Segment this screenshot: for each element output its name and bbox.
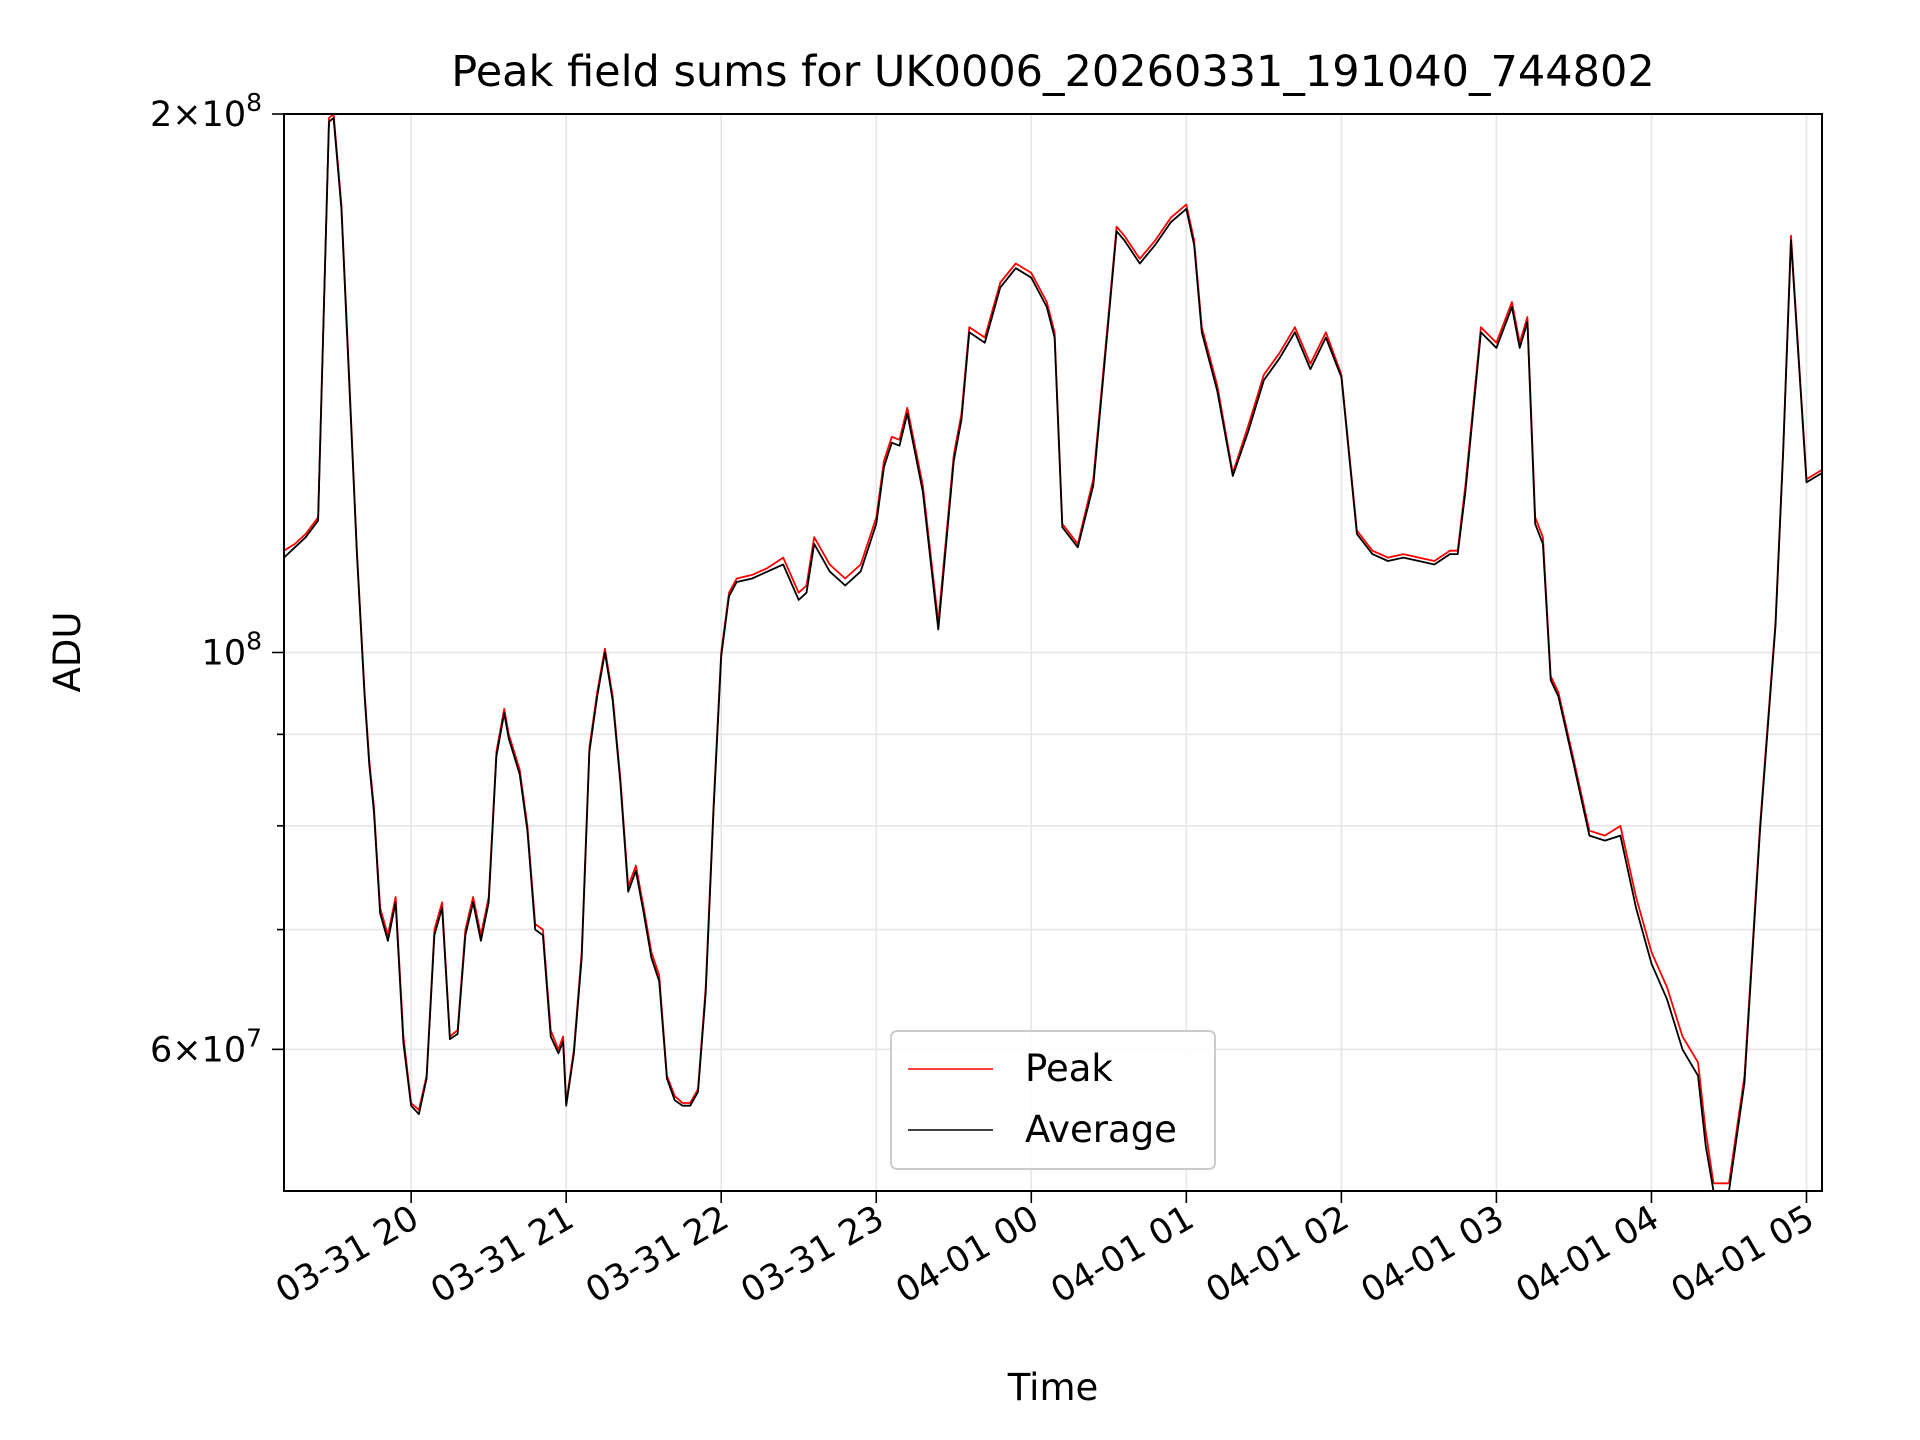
chart-title: Peak field sums for UK0006_20260331_1910… xyxy=(451,47,1654,97)
legend-peak-label: Peak xyxy=(1025,1047,1113,1090)
legend-average-label: Average xyxy=(1025,1108,1177,1151)
y-tick-label: 6×107 xyxy=(150,1023,262,1070)
line-chart: 03-31 2003-31 2103-31 2203-31 2304-01 00… xyxy=(0,0,1920,1440)
legend: Peak Average xyxy=(891,1031,1215,1169)
x-axis-label: Time xyxy=(1007,1366,1099,1409)
y-axis-label: ADU xyxy=(46,612,89,693)
y-tick-label: 2×108 xyxy=(150,88,262,135)
